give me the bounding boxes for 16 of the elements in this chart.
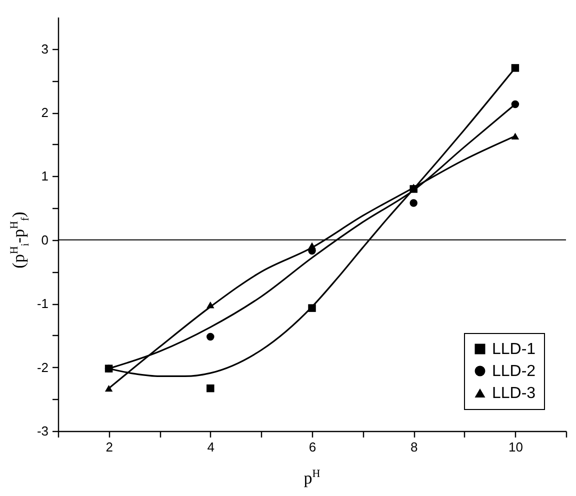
- y-tick-label: 2: [41, 105, 48, 120]
- x-tick-label: 10: [508, 440, 523, 454]
- y-tick-label: 1: [41, 168, 48, 184]
- legend-label: LLD-2: [492, 363, 536, 380]
- x-tick-label: 2: [106, 440, 113, 454]
- legend-label: LLD-1: [492, 341, 536, 358]
- y-tick-label: -3: [36, 424, 48, 438]
- y-tick-label: -2: [36, 360, 48, 375]
- y-tick-label: 3: [41, 41, 48, 56]
- x-axis-title: p$^{H}$: [304, 468, 320, 489]
- y-tick-label: 0: [41, 232, 48, 248]
- x-tick-label: 8: [410, 440, 418, 454]
- x-tick-label: 4: [207, 440, 215, 454]
- x-tick-label: 6: [308, 440, 316, 454]
- y-tick-label: -1: [36, 296, 48, 312]
- legend-label: LLD-3: [492, 385, 536, 402]
